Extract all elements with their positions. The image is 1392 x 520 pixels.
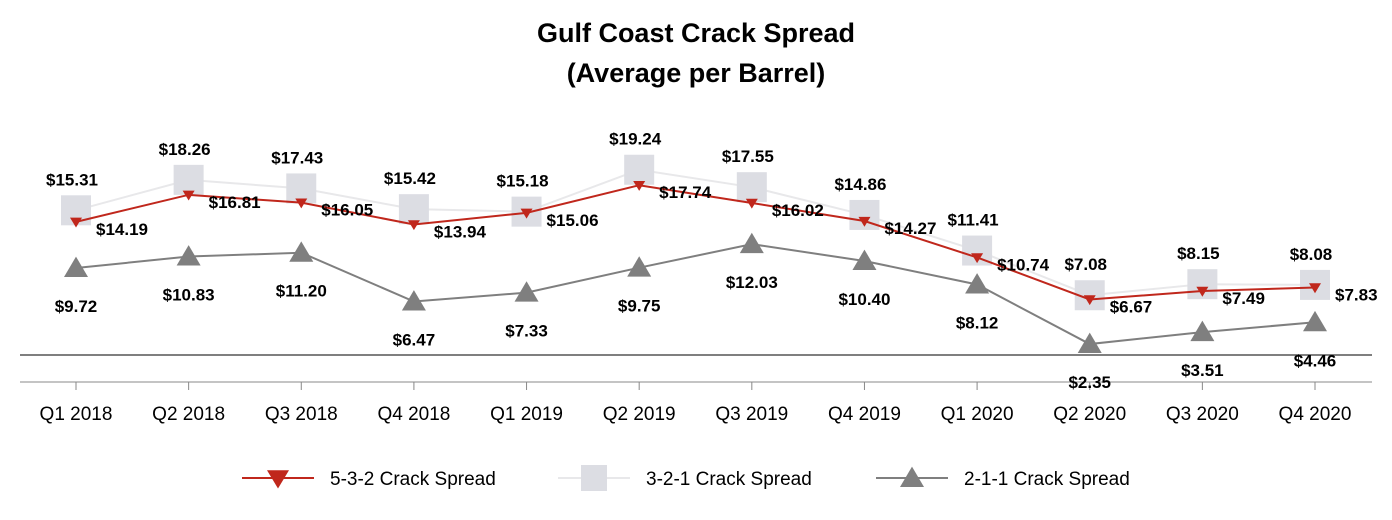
series-5-3-2-marker (520, 208, 533, 219)
series-3-2-1-data-label: $19.24 (609, 130, 662, 149)
series-5-3-2-data-label: $14.27 (884, 219, 936, 238)
series-2-1-1-data-label: $8.12 (956, 314, 999, 333)
series-5-3-2-marker (1196, 286, 1209, 297)
series-5-3-2-marker (858, 216, 871, 227)
series-5-3-2-data-label: $14.19 (96, 220, 148, 239)
series-2-1-1-data-label: $9.75 (618, 297, 661, 316)
series-3-2-1-data-label: $7.08 (1064, 255, 1107, 274)
series-5-3-2-data-label: $7.49 (1222, 289, 1265, 308)
series-5-3-2-data-label: $10.74 (997, 255, 1050, 274)
x-tick-label: Q4 2019 (828, 404, 901, 425)
x-tick-label: Q3 2019 (715, 404, 788, 425)
series-2-1-1-marker (401, 290, 426, 311)
series-5-3-2-data-label: $15.06 (547, 211, 599, 230)
series-5-3-2-data-label: $16.02 (772, 201, 824, 220)
x-tick-label: Q3 2020 (1166, 404, 1239, 425)
series-3-2-1-data-label: $11.41 (948, 211, 999, 230)
legend-3-2-1-marker (581, 465, 607, 491)
series-2-1-1-line (75, 243, 1316, 346)
series-5-3-2-marker (971, 253, 984, 264)
series-3-2-1-data-label: $17.43 (271, 148, 323, 167)
series-2-1-1-data-label: $7.33 (505, 322, 548, 341)
series-3-2-1-data-label: $17.55 (722, 147, 774, 166)
x-tick-label: Q2 2019 (603, 404, 676, 425)
series-2-1-1-data-label: $3.51 (1181, 361, 1224, 380)
series-3-2-1-data-label: $15.42 (384, 169, 436, 188)
series-2-1-1-data-label: $2.35 (1068, 373, 1111, 392)
series-5-3-2-marker (1083, 295, 1096, 306)
x-tick-label: Q1 2019 (490, 404, 563, 425)
series-2-1-1-data-label: $9.72 (55, 297, 98, 316)
series-3-2-1-data-label: $8.15 (1177, 244, 1220, 263)
series-2-1-1-data-label: $10.83 (163, 286, 215, 305)
legend-2-1-1-label: 2-1-1 Crack Spread (964, 469, 1130, 490)
series-2-1-1-marker (176, 245, 201, 266)
series-5-3-2-data-label: $6.67 (1110, 297, 1153, 316)
series-2-1-1-marker (1077, 332, 1102, 354)
series-2-1-1-data-label: $10.40 (838, 290, 890, 309)
series-5-3-2-marker (407, 220, 420, 231)
series-layer (61, 154, 1330, 354)
series-5-3-2-data-label: $16.81 (209, 193, 261, 212)
chart-title: Gulf Coast Crack Spread (537, 18, 855, 48)
series-3-2-1-data-label: $15.18 (497, 172, 549, 191)
x-tick-label: Q2 2020 (1053, 404, 1126, 425)
x-tick-label: Q1 2020 (941, 404, 1014, 425)
series-2-1-1-marker (1303, 310, 1327, 332)
series-3-2-1-data-label: $8.08 (1290, 245, 1333, 264)
data-labels: $14.19 $16.81 $16.05 $13.94 $15.06 $17.74 $16.… (46, 130, 1378, 392)
series-2-1-1-marker (289, 241, 314, 262)
series-5-3-2-data-label: $17.74 (659, 183, 712, 202)
series-2-1-1-marker (64, 256, 88, 277)
x-tick-label: Q2 2018 (152, 404, 225, 425)
series-2-1-1-data-label: $11.20 (276, 282, 327, 301)
series-5-3-2-line (75, 184, 1316, 301)
series-3-2-1-marker (286, 173, 317, 204)
x-tick-label: Q3 2018 (265, 404, 338, 425)
series-2-1-1-marker (1190, 320, 1215, 342)
series-5-3-2-marker (1309, 283, 1321, 294)
series-5-3-2-data-label: $7.83 (1335, 285, 1378, 304)
x-tick-label: Q1 2018 (40, 404, 113, 425)
series-5-3-2-marker (182, 190, 195, 201)
series-5-3-2-marker (70, 217, 82, 228)
series-5-3-2-marker (633, 181, 646, 191)
series-3-2-1-data-label: $14.86 (834, 175, 886, 194)
series-5-3-2-data-label: $13.94 (434, 222, 487, 241)
legend-5-3-2-label: 5-3-2 Crack Spread (330, 469, 496, 490)
series-3-2-1-marker (398, 194, 429, 225)
series-2-1-1-marker (852, 249, 877, 270)
series-2-1-1-data-label: $6.47 (393, 331, 436, 350)
series-3-2-1-data-label: $18.26 (159, 140, 211, 159)
series-3-2-1-line (75, 168, 1316, 297)
series-5-3-2-marker (745, 198, 758, 209)
legend-3-2-1-label: 3-2-1 Crack Spread (646, 469, 812, 490)
series-5-3-2-data-label: $16.05 (321, 201, 373, 220)
chart-subtitle: (Average per Barrel) (567, 58, 826, 88)
legend-5-3-2-marker (267, 470, 289, 489)
legend: 5-3-2 Crack Spread 3-2-1 Crack Spread 2-1-… (242, 465, 1130, 491)
series-2-1-1-data-label: $4.46 (1294, 351, 1337, 370)
x-axis-ticks: Q1 2018 Q2 2018 Q3 2018 Q4 2018 Q1 2019 Q2 20… (40, 382, 1352, 425)
series-2-1-1-marker (627, 256, 652, 277)
series-3-2-1-data-label: $15.31 (46, 170, 98, 189)
x-tick-label: Q4 2020 (1279, 404, 1352, 425)
series-2-1-1-marker (739, 232, 764, 254)
series-5-3-2-marker (295, 198, 308, 209)
series-3-2-1-marker (624, 154, 655, 185)
legend-2-1-1-marker (900, 466, 924, 487)
series-3-2-1-marker (173, 164, 204, 195)
series-2-1-1-marker (514, 281, 539, 302)
series-3-2-1-marker (736, 172, 767, 203)
series-2-1-1-data-label: $12.03 (726, 273, 778, 292)
x-tick-label: Q4 2018 (377, 404, 450, 425)
series-2-1-1-marker (965, 273, 990, 294)
